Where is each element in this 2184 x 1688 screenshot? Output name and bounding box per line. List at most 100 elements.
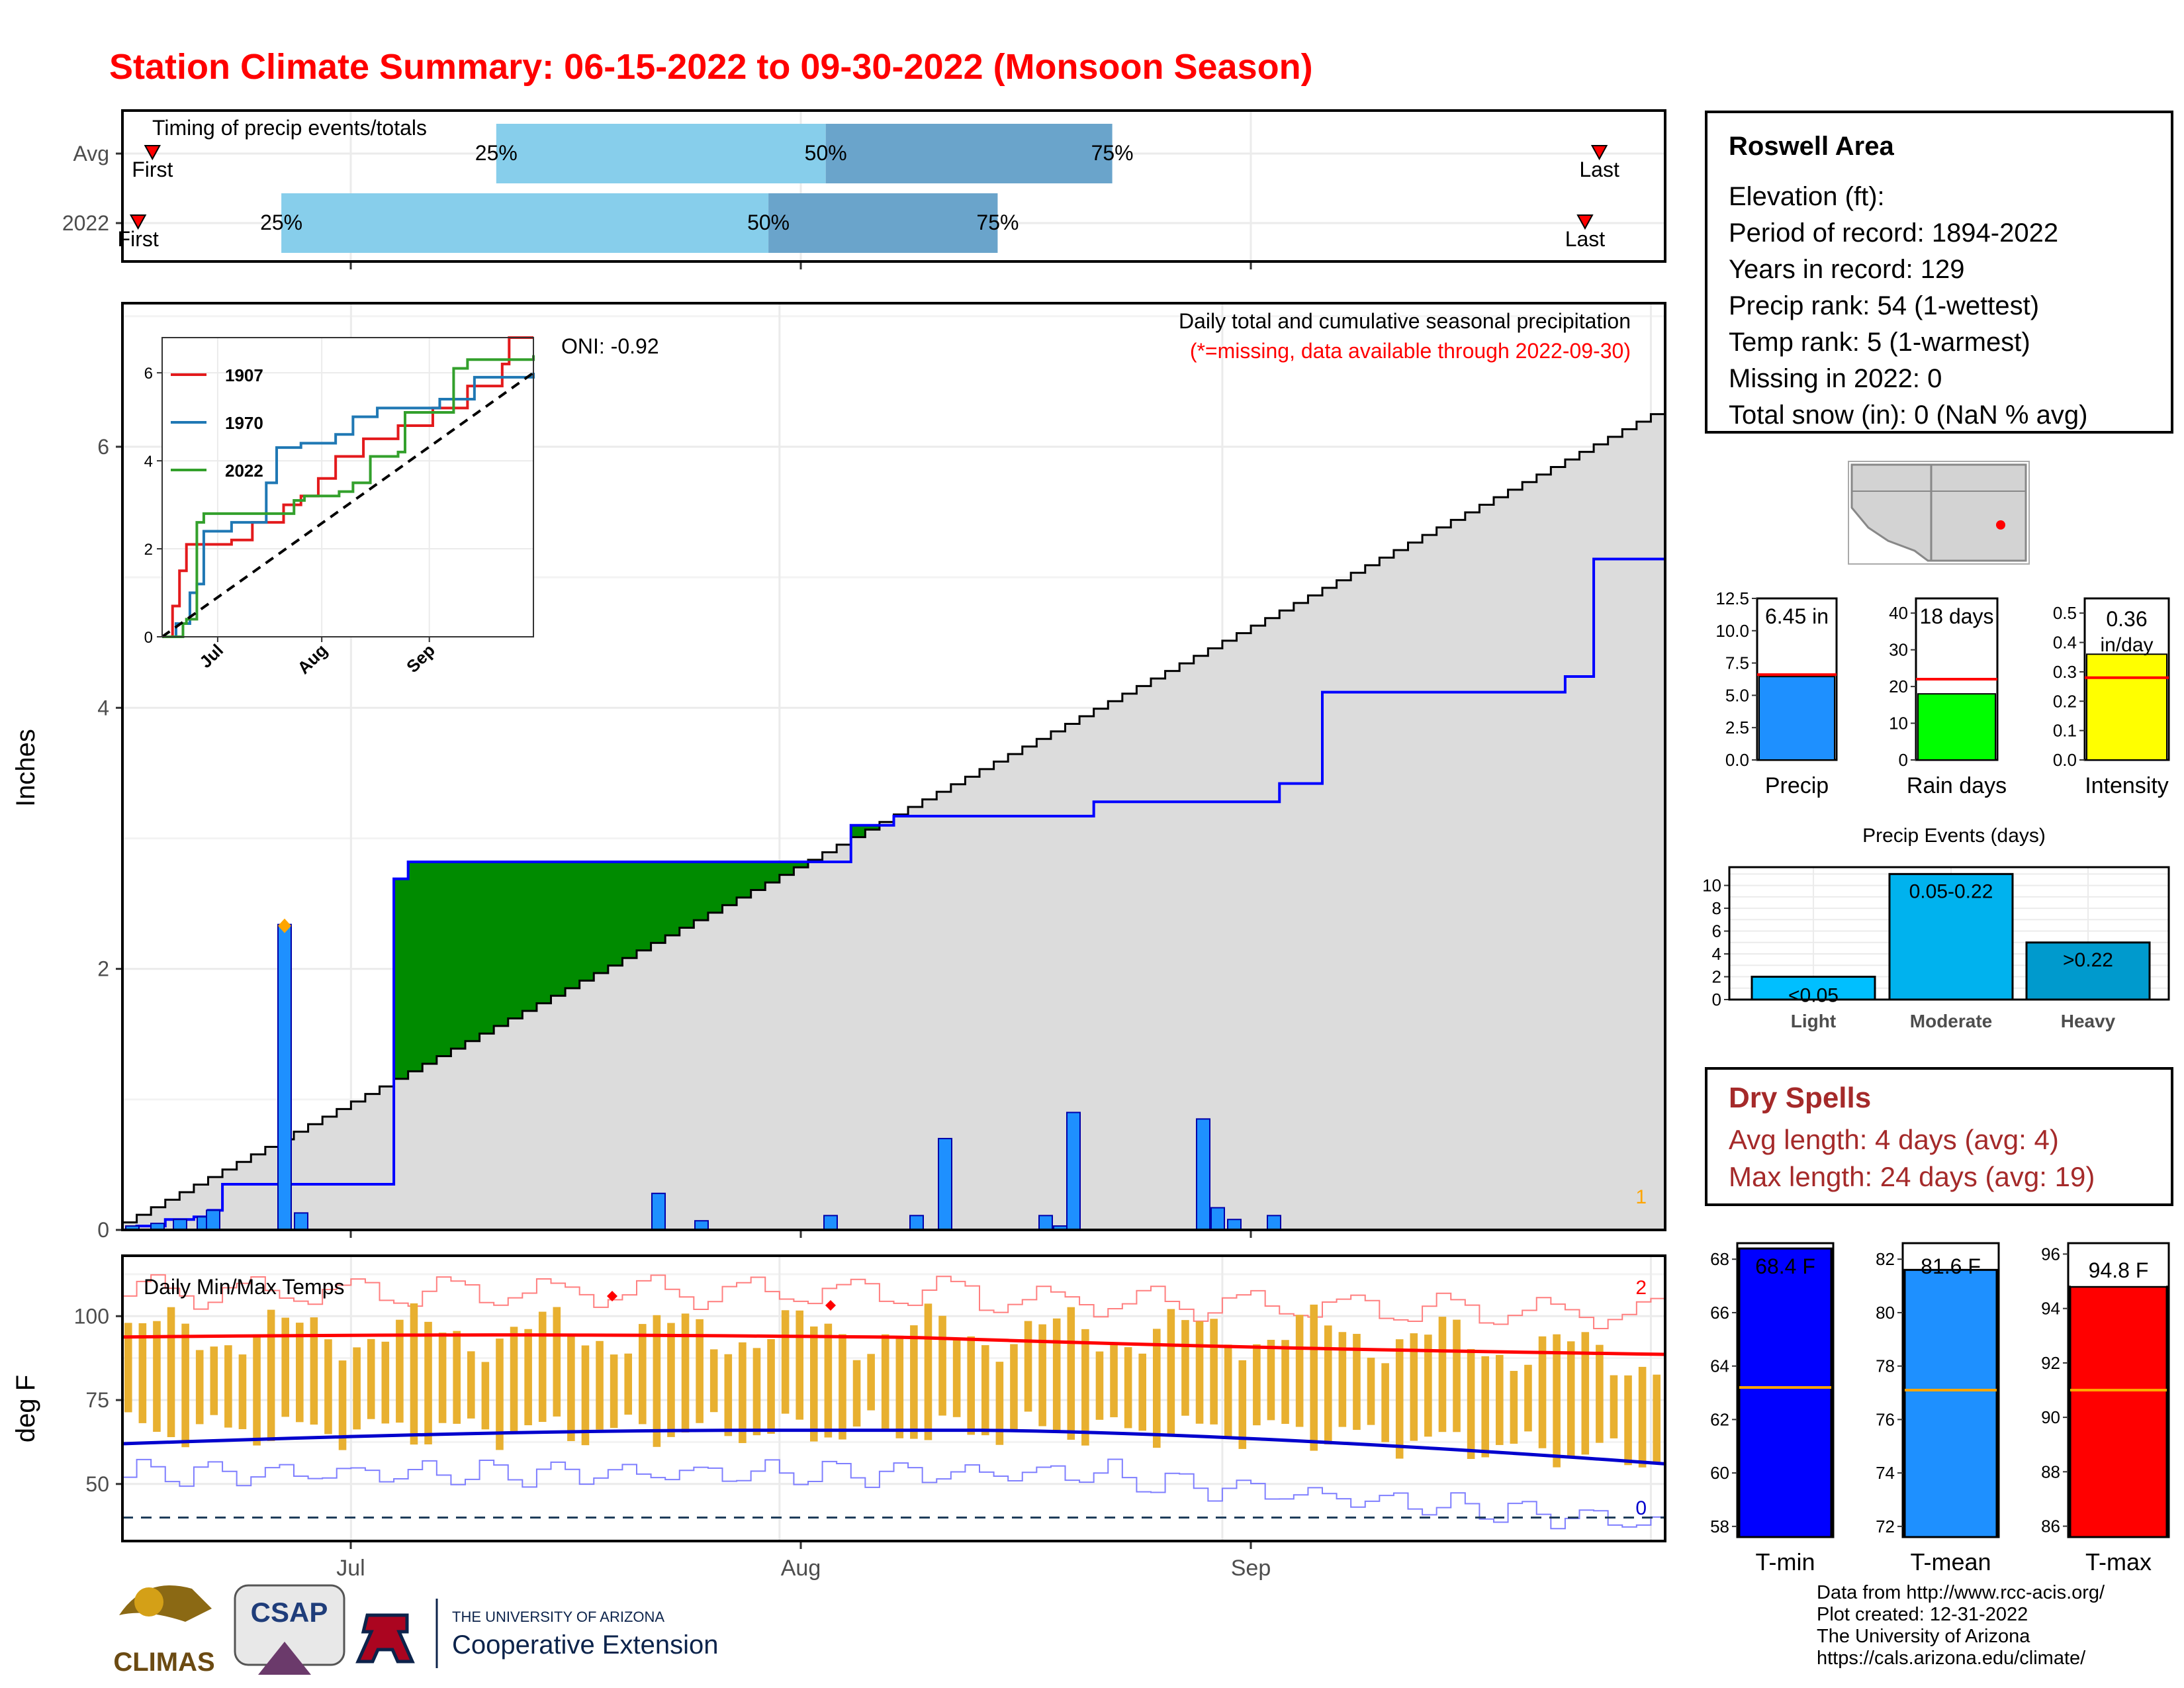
mini-bar-ytick-label: 0.0 (2053, 750, 2077, 770)
temp-bar-ytick-label: 78 (1876, 1356, 1895, 1376)
timing-pct-75: 75% (1091, 141, 1134, 165)
temps-daily-range-bar (1238, 1360, 1247, 1449)
temps-daily-range-bar (338, 1360, 347, 1450)
timing-panel: Timing of precip events/totals 25% 50% 75% F… (62, 109, 1666, 269)
temps-daily-range-bar (739, 1342, 747, 1444)
info-precip-rank: Precip rank: 54 (1-wettest) (1729, 291, 2040, 320)
temp-bar-ytick-label: 64 (1710, 1356, 1729, 1376)
temps-daily-range-bar (1253, 1344, 1261, 1426)
precip-record-diamond (278, 918, 291, 933)
precip-ytick-label: 2 (97, 957, 109, 981)
events-xtick-label: Light (1791, 1011, 1836, 1031)
events-bar-moderate (1888, 872, 2014, 1001)
inset-legend-label: 2022 (225, 461, 263, 481)
precip-summary-bars: 6.45 in 0.0 2.5 5.0 7.5 10.0 12.5 Precip 18 days… (1715, 588, 2170, 798)
temps-daily-range-bar (1010, 1344, 1018, 1432)
info-elevation: Elevation (ft): (1729, 182, 1885, 211)
csap-logo-text: CSAP (251, 1597, 328, 1628)
ua-logo-line2: Cooperative Extension (452, 1630, 718, 1660)
events-xtick-label: Moderate (1910, 1011, 1992, 1031)
timing-marker-first (129, 214, 147, 230)
temps-record-marker (825, 1300, 836, 1311)
mini-bar-ytick-label: 0.1 (2053, 721, 2077, 741)
mini-bar-precip (1758, 676, 1835, 761)
location-map (1848, 461, 2030, 565)
precip-daily-bar (1066, 1111, 1081, 1231)
temp-bar-ytick-label: 92 (2041, 1353, 2060, 1373)
timing-bar-q25-q50 (496, 124, 826, 183)
temps-daily-range-bar (1024, 1321, 1032, 1412)
mini-bar-ytick-label: 0.0 (1725, 750, 1749, 770)
precip-daily-bar (1210, 1207, 1225, 1231)
inset-legend-label: 1970 (225, 413, 263, 433)
dry-spells-title: Dry Spells (1729, 1082, 1872, 1114)
temps-daily-range-bar (153, 1321, 161, 1432)
precip-daily-bar (294, 1212, 308, 1231)
station-name: Roswell Area (1729, 132, 1894, 161)
info-temp-rank: Temp rank: 5 (1-warmest) (1729, 328, 2030, 357)
mini-bar-ytick-label: 2.5 (1725, 718, 1749, 737)
temps-xtick-label: Jul (336, 1556, 365, 1581)
inset-ytick-label: 0 (144, 629, 153, 647)
timing-bar-q50-q75 (825, 124, 1113, 183)
temps-daily-range-bar (852, 1360, 861, 1427)
events-bar-label: >0.22 (2063, 949, 2113, 971)
temps-daily-range-bar (1281, 1340, 1289, 1424)
timing-marker-first (144, 145, 161, 161)
precip-subtitle: Daily total and cumulative seasonal prec… (1179, 309, 1631, 333)
timing-label-first: First (132, 158, 173, 181)
precip-daily-bar (1038, 1215, 1053, 1231)
precip-corner-count: 1 (1635, 1186, 1647, 1208)
temps-daily-range-bar (1267, 1340, 1275, 1421)
temps-ytick-label: 75 (85, 1388, 109, 1412)
timing-label-last: Last (1565, 227, 1606, 251)
mini-bar-rain-days (1917, 693, 1996, 761)
page-title: Station Climate Summary: 06-15-2022 to 0… (109, 47, 1313, 87)
temps-daily-range-bar (1638, 1366, 1647, 1468)
precip-ytick-label: 4 (97, 696, 109, 720)
temp-bar-ytick-label: 80 (1876, 1303, 1895, 1323)
temps-daily-range-bar (639, 1324, 647, 1425)
precip-daily-bar (694, 1220, 709, 1231)
precip-missing-note: (*=missing, data available through 2022-… (1190, 339, 1631, 363)
temps-daily-range-bar (1538, 1336, 1547, 1448)
temps-daily-range-bar (1310, 1304, 1318, 1451)
temp-bar-value-label: 94.8 F (2089, 1258, 2149, 1282)
timing-label-last: Last (1579, 158, 1619, 181)
temps-daily-range-bar (424, 1321, 432, 1444)
dry-max-length: Max length: 24 days (avg: 19) (1729, 1161, 2095, 1192)
temps-daily-range-bar (1567, 1341, 1575, 1456)
footer-data-source: Data from http://www.rcc-acis.org/ (1817, 1582, 2105, 1603)
temps-frame (121, 1254, 1666, 1542)
temps-daily-range-bar (253, 1334, 261, 1446)
temps-ytick-label: 50 (85, 1472, 109, 1496)
mini-bar-label-bg (1919, 600, 1995, 630)
temps-daily-range-bar (1381, 1363, 1389, 1442)
temps-daily-range-bar (367, 1338, 375, 1419)
temps-daily-range-bar (210, 1346, 218, 1415)
mini-bar-label-bg (2087, 600, 2166, 648)
temps-daily-range-bar (667, 1323, 675, 1437)
temp-summary-bars: 68.4 F 58 60 62 64 66 68 T-min 81.6 F 72 74 76 78 80 8… (1710, 1242, 2170, 1575)
temps-xtick-label: Sep (1231, 1556, 1271, 1581)
temps-daily-range-bar (438, 1333, 447, 1423)
temp-bar-label-bg (2071, 1245, 2166, 1286)
precip-ylabel: Inches (11, 729, 40, 807)
temps-daily-range-bar (1081, 1329, 1089, 1446)
mini-bar-ytick-label: 20 (1889, 677, 1908, 696)
info-years: Years in record: 129 (1729, 255, 1965, 284)
mini-bar-value-label: 6.45 in (1765, 604, 1829, 628)
mini-bar-label-bg (1760, 600, 1834, 630)
precip-daily-bar (277, 923, 292, 1231)
events-frame (1728, 866, 2170, 1001)
timing-marker-last (1590, 145, 1608, 161)
station-location-marker (1996, 520, 2005, 530)
temps-daily-range-bar (1610, 1375, 1618, 1438)
map-region (1850, 463, 2027, 562)
temps-record-max-line (122, 1274, 1665, 1330)
temps-daily-range-bar (995, 1362, 1004, 1445)
temps-daily-range-bar (1510, 1370, 1518, 1444)
temps-daily-range-bar (881, 1334, 889, 1431)
timing-bar-q50-q75 (768, 193, 998, 253)
summary-charts: 6.45 in 0.0 2.5 5.0 7.5 10.0 12.5 Precip 18 days… (1702, 461, 2170, 1575)
